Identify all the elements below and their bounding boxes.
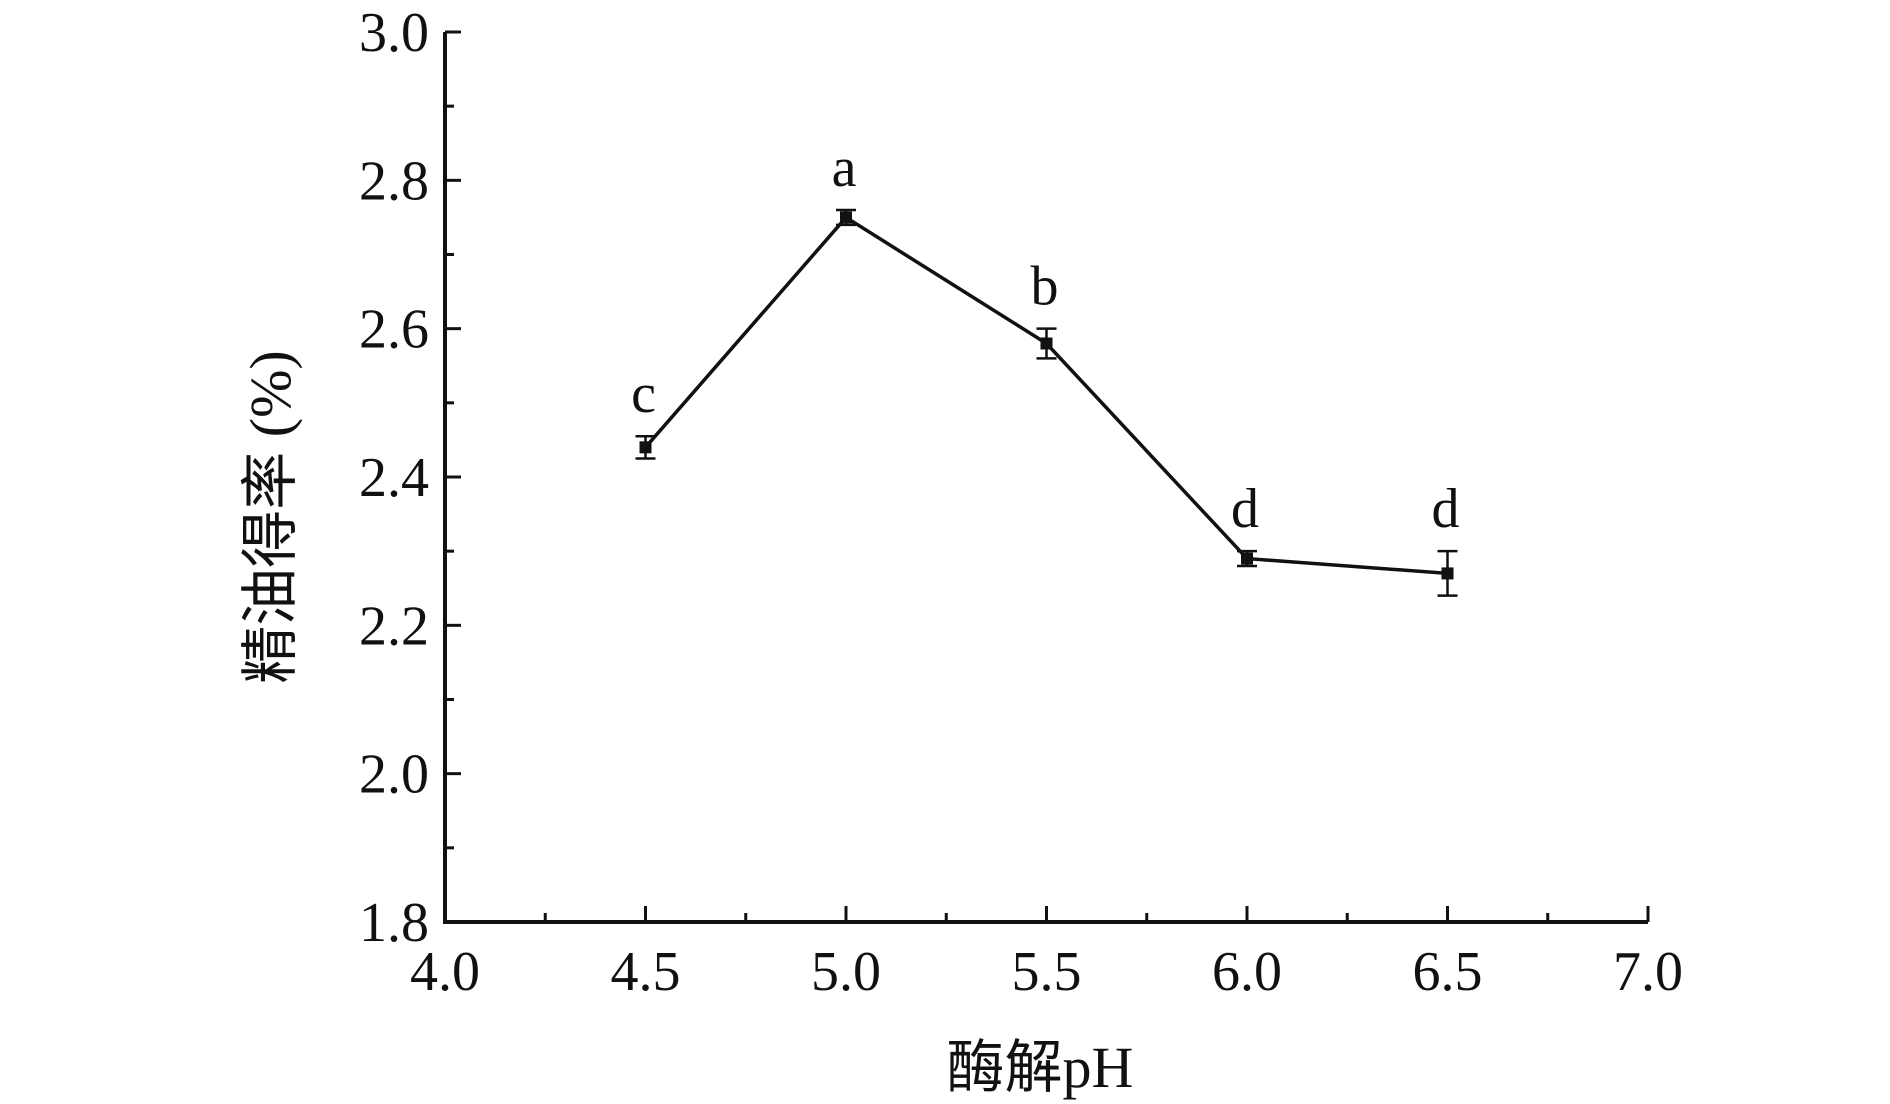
x-tick-label: 7.0 <box>1613 941 1683 1003</box>
y-tick-label: 2.2 <box>359 595 429 657</box>
x-tick-label: 6.5 <box>1413 941 1483 1003</box>
data-point <box>639 441 652 454</box>
tick-labels: 1.8 2.0 2.2 2.4 2.6 2.8 3.0 4.0 4.5 5.0 5.5 6.0 6.5 7… <box>359 2 1683 1003</box>
ticks <box>443 30 1650 924</box>
y-axis-title: 精油得率 (%) <box>238 350 303 683</box>
y-tick-label: 1.8 <box>359 892 429 954</box>
y-tick-label: 3.0 <box>359 2 429 64</box>
significance-label: d <box>1432 478 1460 540</box>
data-point <box>1441 567 1454 580</box>
y-tick-label: 2.8 <box>359 150 429 212</box>
x-tick-label: 4.0 <box>410 941 480 1003</box>
x-tick-label: 5.5 <box>1012 941 1082 1003</box>
axes <box>443 32 1648 924</box>
data-point <box>1040 337 1053 350</box>
y-tick-label: 2.4 <box>359 447 429 509</box>
y-tick-label: 2.6 <box>359 299 429 361</box>
x-tick-label: 5.0 <box>811 941 881 1003</box>
data-point <box>840 211 852 224</box>
x-tick-label: 6.0 <box>1212 941 1282 1003</box>
significance-label: d <box>1231 478 1259 540</box>
x-tick-label: 4.5 <box>611 941 681 1003</box>
data-point <box>1241 552 1253 565</box>
data-series <box>635 208 1458 597</box>
significance-label: c <box>631 363 656 425</box>
y-tick-label: 2.0 <box>359 744 429 806</box>
significance-label: a <box>832 137 857 199</box>
significance-labels: c a b d d <box>631 137 1459 540</box>
significance-label: b <box>1031 256 1059 318</box>
x-axis-title: 酶解pH <box>947 1035 1134 1100</box>
